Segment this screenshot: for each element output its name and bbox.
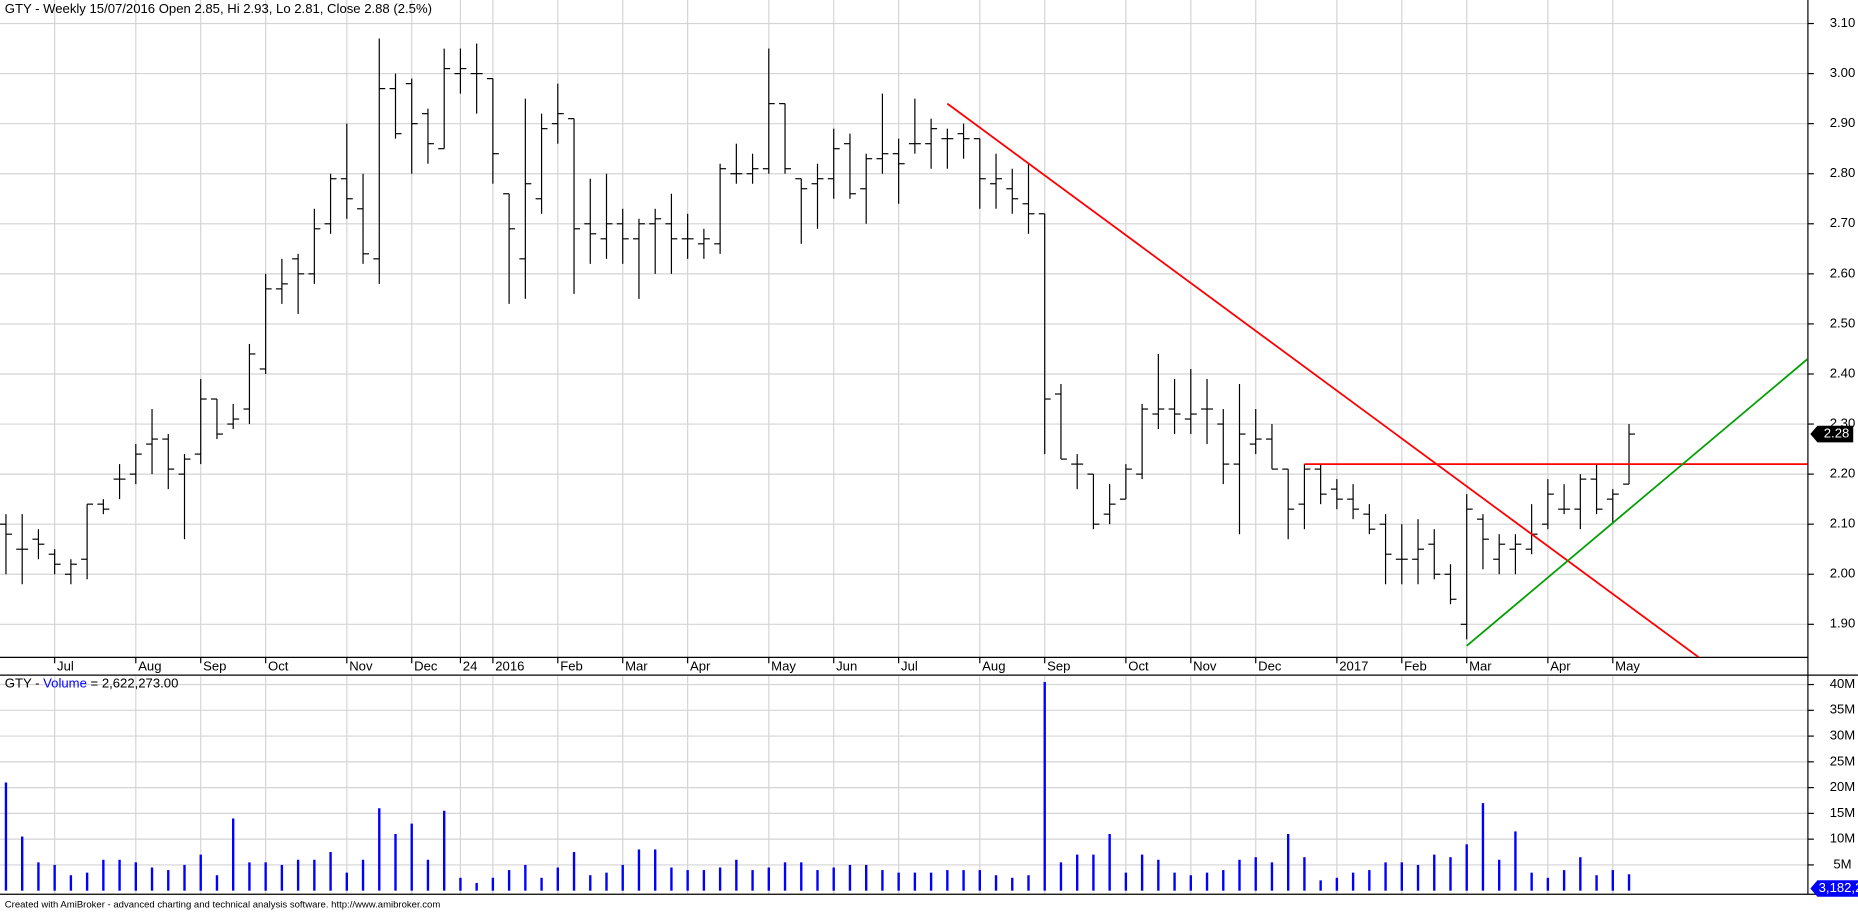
x-tick-label: Feb xyxy=(1404,658,1427,673)
y-tick-label: 10M xyxy=(1830,831,1856,846)
x-tick-label: Aug xyxy=(138,658,161,673)
last-volume: 3,182,21 xyxy=(1819,880,1858,895)
marks: 1.902.002.102.202.302.402.502.602.702.80… xyxy=(0,15,1858,897)
y-tick-label: 15M xyxy=(1830,805,1856,820)
volume-name: Volume xyxy=(43,676,87,691)
chart-title: GTY - Weekly 15/07/2016 Open 2.85, Hi 2.… xyxy=(5,1,432,16)
volume-current: = 2,622,273.00 xyxy=(91,676,179,691)
x-tick-label: Jul xyxy=(57,658,74,673)
x-tick-label: Nov xyxy=(1193,658,1217,673)
x-tick-label: Oct xyxy=(1128,658,1149,673)
last-price-tag xyxy=(1810,425,1854,443)
trend-line xyxy=(946,102,1700,658)
y-tick-label: 25M xyxy=(1830,753,1856,768)
x-tick-label: Nov xyxy=(349,658,373,673)
y-tick-label: 3.10 xyxy=(1830,15,1856,30)
x-tick-label: 2017 xyxy=(1339,658,1368,673)
x-tick-label: Apr xyxy=(690,658,711,673)
y-tick-label: 2.90 xyxy=(1830,115,1856,130)
y-tick-label: 2.00 xyxy=(1830,566,1856,581)
ticker: GTY - xyxy=(5,676,40,691)
y-tick-label: 2.50 xyxy=(1830,315,1856,330)
x-tick-label: Sep xyxy=(203,658,226,673)
trend-lines xyxy=(946,102,1808,658)
x-tick-label: Dec xyxy=(414,658,438,673)
x-tick-label: Apr xyxy=(1550,658,1571,673)
x-tick-label: Mar xyxy=(1469,658,1492,673)
grid xyxy=(0,0,1808,895)
y-tick-label: 30M xyxy=(1830,728,1856,743)
y-tick-label: 3.00 xyxy=(1830,65,1856,80)
y-tick-label: 1.90 xyxy=(1830,616,1856,631)
x-tick-label: Sep xyxy=(1047,658,1070,673)
volume-header: GTY - Volume = 2,622,273.00 xyxy=(5,676,179,691)
y-tick-label: 5M xyxy=(1833,856,1851,871)
x-tick-label: Dec xyxy=(1258,658,1282,673)
x-tick-label: Feb xyxy=(560,658,583,673)
x-tick-label: Jul xyxy=(901,658,918,673)
x-tick-label: Mar xyxy=(625,658,648,673)
x-tick-label: 24 xyxy=(463,658,478,673)
y-tick-label: 2.40 xyxy=(1830,365,1856,380)
x-tick-label: 2016 xyxy=(495,658,524,673)
footer: Created with AmiBroker - advanced charti… xyxy=(5,899,441,910)
y-tick-label: 2.80 xyxy=(1830,165,1856,180)
x-tick-label: Aug xyxy=(982,658,1005,673)
y-tick-label: 2.10 xyxy=(1830,516,1856,531)
last-price: 2.28 xyxy=(1824,426,1850,441)
x-tick-label: May xyxy=(1615,658,1640,673)
y-tick-label: 20M xyxy=(1830,779,1856,794)
x-tick-label: Oct xyxy=(268,658,289,673)
y-tick-label: 2.20 xyxy=(1830,466,1856,481)
y-tick-label: 35M xyxy=(1830,702,1856,717)
x-tick-label: May xyxy=(771,658,796,673)
last-volume-tag xyxy=(1810,880,1858,897)
x-tick-label: Jun xyxy=(836,658,857,673)
y-tick-label: 2.60 xyxy=(1830,265,1856,280)
y-tick-label: 40M xyxy=(1830,676,1856,691)
trend-line xyxy=(1466,358,1808,647)
y-tick-label: 2.70 xyxy=(1830,215,1856,230)
